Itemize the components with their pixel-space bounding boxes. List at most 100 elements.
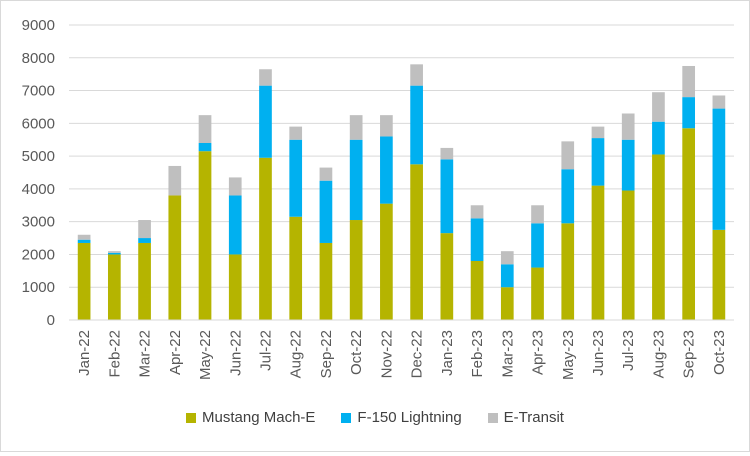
bar-segment (349, 220, 363, 320)
x-tick-label: Jun-23 (590, 330, 607, 376)
bar-segment (380, 136, 393, 204)
y-axis-tick-labels: 0 1000 2000 3000 4000 5000 6000 7000 8000 9000 (22, 17, 55, 329)
x-tick-label: Jan-22 (76, 330, 93, 376)
x-tick-label: Sep-22 (318, 330, 335, 378)
y-tick-label: 7000 (22, 83, 55, 100)
bar-segment (228, 254, 242, 320)
x-tick-label: Apr-23 (530, 330, 547, 375)
bar-segment (561, 169, 575, 224)
x-axis-tick-labels: Jan-22 Feb-22 Mar-22 Apr-22 May-22 Jun-22 Jul-… (76, 330, 728, 380)
bar-segment (561, 141, 575, 170)
legend-swatch (341, 412, 352, 423)
y-tick-label: 6000 (22, 115, 55, 132)
bar-segment (289, 216, 303, 320)
bar-segment (440, 147, 454, 160)
bar-segment (410, 164, 423, 320)
bar-segment (138, 242, 151, 320)
bar-segment (531, 267, 544, 320)
bar-segment (531, 205, 544, 224)
bar-segment (77, 234, 91, 240)
bar-segment (168, 165, 182, 196)
x-tick-label: Aug-23 (650, 330, 667, 378)
legend: Mustang Mach-E F-150 Lightning E-Transit (1, 409, 749, 426)
bar-segment (410, 64, 423, 86)
bar-segment (289, 126, 303, 140)
bar-segment (591, 138, 605, 186)
x-tick-label: Mar-23 (499, 330, 516, 378)
x-tick-label: Jul-23 (620, 330, 637, 371)
bar-segment (712, 95, 726, 109)
y-tick-label: 2000 (22, 246, 55, 263)
y-tick-label: 3000 (22, 214, 55, 231)
bar-segment (470, 205, 484, 219)
bar-segment (712, 108, 726, 230)
bar-segment (319, 242, 333, 320)
bar-segment (500, 251, 514, 265)
y-tick-label: 8000 (22, 50, 55, 67)
bar-segment (198, 143, 212, 152)
bar-segment (349, 139, 363, 221)
bar-segment (652, 121, 665, 155)
bar-segment (107, 254, 121, 320)
bar-segment (198, 151, 212, 320)
bar-segment (440, 233, 454, 320)
x-tick-label: Nov-22 (378, 330, 395, 378)
y-tick-label: 5000 (22, 148, 55, 165)
bar-segment (621, 113, 635, 140)
legend-item: E-Transit (487, 409, 564, 426)
bar-segment (682, 97, 696, 129)
bar-segment (319, 167, 333, 181)
y-tick-label: 1000 (22, 279, 55, 296)
x-tick-label: Aug-22 (288, 330, 305, 378)
bar-segment (168, 195, 182, 320)
x-tick-label: Mar-22 (137, 330, 154, 378)
bar-segment (531, 223, 544, 268)
bar-segment (77, 242, 91, 320)
bar-segment (259, 85, 272, 158)
bar-segment (561, 223, 575, 320)
bar-segment (380, 115, 393, 137)
bar-segment (712, 229, 726, 320)
bar-segment (349, 115, 363, 140)
bar-segment (440, 159, 454, 234)
legend-label: Mustang Mach-E (202, 409, 316, 426)
legend-swatch (487, 412, 498, 423)
bar-segment (470, 261, 484, 320)
bar-segment (380, 203, 393, 320)
bars (77, 64, 726, 320)
bar-segment (621, 190, 635, 320)
x-tick-label: Feb-23 (469, 330, 486, 378)
bar-segment (652, 154, 665, 320)
bar-segment (138, 238, 151, 243)
bar-segment (319, 180, 333, 243)
bar-segment (259, 157, 272, 320)
x-tick-label: Sep-23 (681, 330, 698, 378)
bar-segment (470, 218, 484, 261)
legend-swatch (186, 412, 197, 423)
x-tick-label: Oct-23 (711, 330, 728, 375)
y-tick-label: 0 (47, 312, 55, 329)
legend-item: F-150 Lightning (341, 409, 462, 426)
x-tick-label: Dec-22 (409, 330, 426, 378)
bar-segment (652, 92, 665, 122)
bar-segment (107, 252, 121, 255)
legend-item: Mustang Mach-E (186, 409, 315, 426)
x-tick-label: Apr-22 (167, 330, 184, 375)
bar-segment (228, 177, 242, 196)
bar-segment (682, 128, 696, 320)
x-tick-label: Oct-22 (348, 330, 365, 375)
legend-label: E-Transit (503, 409, 564, 426)
x-tick-label: May-23 (560, 330, 577, 380)
legend-label: F-150 Lightning (357, 409, 462, 426)
bar-segment (259, 69, 272, 86)
x-tick-label: May-22 (197, 330, 214, 380)
bar-segment (198, 115, 212, 143)
x-tick-label: Jun-22 (227, 330, 244, 376)
bar-segment (289, 139, 303, 217)
y-tick-label: 4000 (22, 181, 55, 198)
bar-segment (591, 126, 605, 139)
x-tick-label: Jan-23 (439, 330, 456, 376)
bar-segment (500, 264, 514, 288)
